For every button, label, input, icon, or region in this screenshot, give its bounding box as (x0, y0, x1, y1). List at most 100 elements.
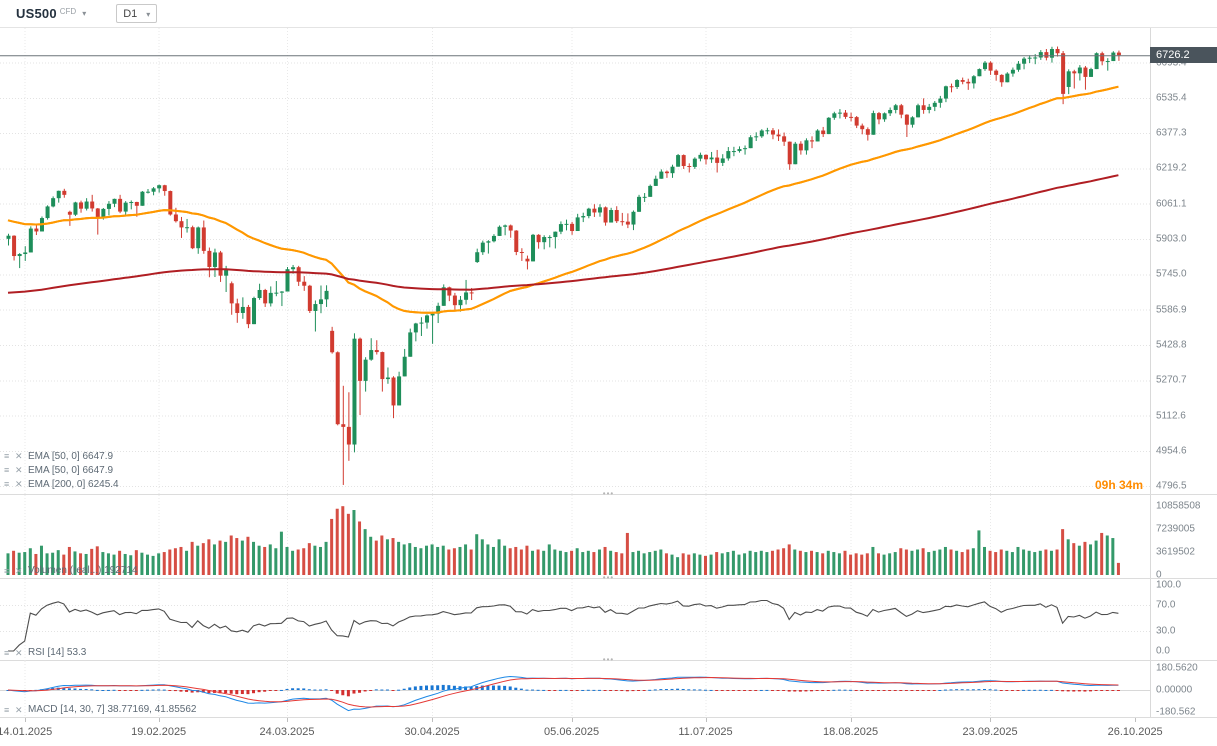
indicator-legend: ≡ ✕ MACD [14, 30, 7] 38.77169, 41.85562 (4, 704, 196, 715)
axis-tick-label: 5112.6 (1156, 410, 1186, 422)
time-axis-tick (432, 718, 434, 722)
price-pane[interactable]: 6693.46535.46377.36219.26061.15903.05745… (0, 28, 1217, 495)
axis-tick-label: 10858508 (1156, 500, 1201, 512)
chevron-down-icon: ▾ (82, 9, 87, 18)
symbol-dropdown[interactable]: US500 CFD ▾ (16, 6, 86, 21)
time-axis-tick (1135, 718, 1137, 722)
axis-tick-label: 4954.6 (1156, 445, 1187, 457)
indicator-remove-icon[interactable]: ✕ (15, 465, 23, 475)
rsi-chart-svg (0, 579, 1150, 661)
time-axis-label: 14.01.2025 (0, 726, 53, 738)
axis-tick-label: 0 (1156, 569, 1162, 581)
axis-tick-label: 5428.8 (1156, 339, 1187, 351)
indicator-legend: ≡ ✕ Volumen (real...) 192714 (4, 565, 138, 576)
indicator-label: RSI [14] 53.3 (28, 647, 87, 658)
chart-toolbar: US500 CFD ▾ D1 ▾ (0, 0, 1217, 28)
rsi-pane[interactable]: ••• 100.0 70.0 30.0 0.0 ≡ ✕ RSI [14] 53.3 (0, 574, 1217, 661)
indicator-remove-icon[interactable]: ✕ (15, 647, 23, 658)
axis-tick-label: 6377.3 (1156, 127, 1187, 139)
price-axis[interactable]: 6693.46535.46377.36219.26061.15903.05745… (1150, 28, 1217, 494)
pane-resize-handle[interactable]: ••• (602, 489, 615, 498)
time-axis-label: 19.02.2025 (131, 726, 187, 738)
rsi-line (8, 599, 1119, 652)
volume-bars (6, 506, 1120, 575)
indicator-remove-icon[interactable]: ✕ (15, 451, 23, 461)
axis-tick-label: 6219.2 (1156, 162, 1187, 174)
candlestick-series (6, 46, 1121, 485)
price-chart-svg (0, 28, 1150, 495)
indicator-legend-stack: ≡ ✕ EMA [50, 0] 6647.9 ≡ ✕ EMA [50, 0] 6… (4, 449, 119, 491)
time-axis-tick (287, 718, 288, 722)
indicator-settings-icon[interactable]: ≡ (4, 704, 10, 715)
timeframe-value: D1 (123, 7, 138, 20)
axis-tick-label: 5745.0 (1156, 268, 1187, 280)
indicator-legend: ≡ ✕ EMA [200, 0] 6245.4 (4, 477, 119, 491)
time-axis-tick (705, 718, 707, 722)
time-axis-label: 30.04.2025 (404, 726, 460, 738)
axis-tick-label: 70.0 (1156, 599, 1176, 611)
candle-countdown-timer: 09h 34m (1094, 478, 1143, 492)
pane-resize-handle[interactable]: ••• (602, 573, 615, 582)
indicator-settings-icon[interactable]: ≡ (4, 479, 10, 489)
time-axis-tick (850, 718, 852, 722)
rsi-axis[interactable]: 100.0 70.0 30.0 0.0 (1150, 579, 1217, 660)
ema-line (7, 85, 1119, 314)
axis-tick-label: 180.5620 (1156, 662, 1198, 674)
axis-tick-label: 3619502 (1156, 546, 1195, 558)
instrument-type-label: CFD (59, 7, 77, 16)
indicator-settings-icon[interactable]: ≡ (4, 647, 10, 658)
indicator-label: Volumen (real...) 192714 (28, 565, 138, 576)
volume-pane[interactable]: ••• 10858508 7239005 3619502 0 ≡ ✕ Volumen … (0, 490, 1217, 581)
time-axis-label: 23.09.2025 (962, 726, 1018, 738)
chevron-down-icon: ▾ (146, 9, 151, 19)
time-axis-label: 11.07.2025 (678, 726, 733, 738)
macd-axis[interactable]: 180.5620 0.00000 -180.562 (1150, 661, 1217, 718)
indicator-legend: ≡ ✕ EMA [50, 0] 6647.9 (4, 449, 119, 463)
time-axis-label: 05.06.2025 (544, 726, 600, 738)
macd-chart-svg (0, 661, 1150, 718)
indicator-label: EMA [50, 0] 6647.9 (28, 464, 114, 476)
time-axis-label: 24.03.2025 (259, 726, 315, 738)
macd-signal-line (7, 676, 1119, 708)
timeframe-dropdown[interactable]: D1 ▾ (116, 4, 158, 23)
current-price-badge: 6726.2 (1150, 47, 1217, 64)
axis-tick-label: 0.00000 (1156, 684, 1193, 696)
time-axis-label: 18.08.2025 (823, 726, 879, 738)
indicator-remove-icon[interactable]: ✕ (15, 479, 23, 489)
ema-line (7, 85, 1119, 314)
axis-tick-label: -180.562 (1156, 706, 1196, 718)
axis-tick-label: 7239005 (1156, 523, 1195, 535)
time-axis-tick (990, 718, 992, 722)
indicator-settings-icon[interactable]: ≡ (4, 465, 10, 475)
axis-tick-label: 5903.0 (1156, 233, 1187, 245)
ema-line (7, 174, 1119, 294)
axis-tick-label: 100.0 (1156, 579, 1182, 591)
indicator-settings-icon[interactable]: ≡ (4, 565, 10, 576)
time-axis-tick (24, 718, 26, 722)
indicator-remove-icon[interactable]: ✕ (15, 704, 23, 715)
axis-tick-label: 6061.1 (1156, 198, 1187, 210)
pane-resize-handle[interactable]: ••• (602, 655, 615, 664)
axis-tick-label: 6535.4 (1156, 92, 1187, 104)
time-axis-label: 26.10.2025 (1107, 726, 1163, 738)
indicator-settings-icon[interactable]: ≡ (4, 451, 10, 461)
volume-axis[interactable]: 10858508 7239005 3619502 0 (1150, 495, 1217, 581)
axis-tick-label: 30.0 (1156, 625, 1176, 637)
volume-chart-svg (6, 495, 1120, 579)
macd-pane[interactable]: ••• 180.5620 0.00000 -180.562 ≡ ✕ MACD [14… (0, 656, 1217, 718)
time-axis[interactable]: 14.01.2025 19.02.2025 24.03.2025 30.04.2025… (0, 718, 1217, 746)
symbol-name: US500 (16, 6, 57, 21)
indicator-legend: ≡ ✕ RSI [14] 53.3 (4, 647, 86, 658)
time-axis-tick (571, 718, 573, 722)
indicator-label: EMA [200, 0] 6245.4 (28, 478, 119, 490)
indicator-label: EMA [50, 0] 6647.9 (28, 450, 114, 462)
axis-tick-label: 4796.5 (1156, 480, 1187, 492)
axis-tick-label: 5270.7 (1156, 374, 1187, 386)
indicator-label: MACD [14, 30, 7] 38.77169, 41.85562 (28, 704, 197, 715)
indicator-legend: ≡ ✕ EMA [50, 0] 6647.9 (4, 463, 119, 477)
indicator-remove-icon[interactable]: ✕ (15, 565, 23, 576)
chart-area: 6693.46535.46377.36219.26061.15903.05745… (0, 28, 1217, 746)
axis-tick-label: 0.0 (1156, 645, 1170, 657)
time-axis-tick (158, 718, 160, 722)
